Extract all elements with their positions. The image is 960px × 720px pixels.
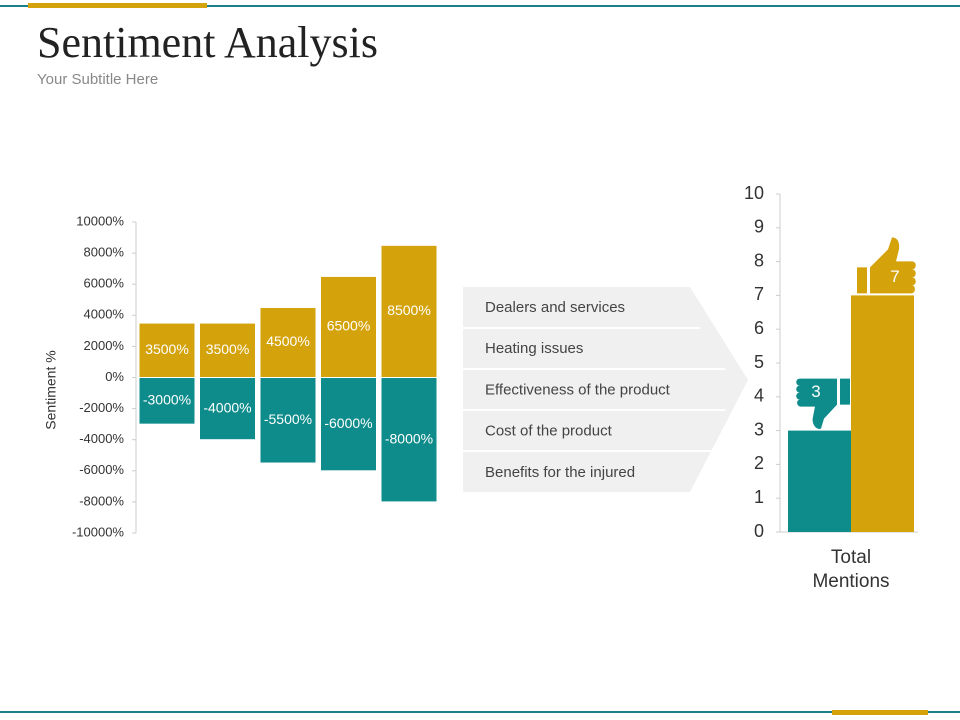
y-tick-label: -4000% [79, 431, 124, 446]
y-tick-label: 0% [105, 369, 124, 384]
list-item: Cost of the product [485, 423, 613, 440]
bar [259, 307, 317, 378]
bar [259, 377, 317, 464]
bar [199, 377, 256, 441]
data-label: 6500% [327, 318, 371, 334]
y-tick-label: -2000% [79, 400, 124, 415]
y-tick-label: -6000% [79, 462, 124, 477]
title: Sentiment Analysis [37, 18, 378, 67]
data-label: 8500% [387, 302, 431, 318]
top-accent [28, 3, 207, 8]
subtitle: Your Subtitle Here [37, 71, 158, 88]
data-label: -6000% [324, 415, 372, 431]
y-tick-label: 4000% [84, 307, 125, 322]
data-label: 7 [890, 267, 899, 286]
x-tick-label: Total Mentions [812, 547, 890, 592]
bar [320, 377, 377, 472]
y-tick-label: 3 [754, 419, 764, 439]
y-tick-label: 6 [754, 318, 764, 338]
bar [320, 275, 377, 378]
data-label: -4000% [203, 399, 251, 415]
y-tick-label: 9 [754, 217, 764, 237]
y-tick-label: -8000% [79, 493, 124, 508]
list-item: Dealers and services [485, 299, 625, 316]
data-label: -5500% [264, 411, 312, 427]
y-axis-label: Sentiment % [43, 350, 59, 429]
data-label: 3 [811, 382, 820, 401]
y-tick-label: 4 [754, 386, 764, 406]
bar [380, 377, 438, 503]
y-tick-label: 10000% [76, 213, 124, 228]
y-tick-label: 7 [754, 284, 764, 304]
thumb-down-icon [796, 378, 850, 429]
list-item: Effectiveness of the product [485, 381, 671, 398]
y-tick-label: 6000% [84, 276, 125, 291]
data-label: 3500% [206, 341, 250, 357]
y-tick-label: 8 [754, 250, 764, 270]
bar [138, 377, 196, 425]
y-tick-label: 8000% [84, 245, 125, 260]
y-tick-label: 10 [744, 183, 764, 203]
list-item: Benefits for the injured [485, 464, 635, 481]
y-tick-label: 2000% [84, 338, 125, 353]
data-label: -3000% [143, 392, 191, 408]
bar [138, 322, 196, 379]
y-tick-label: 0 [754, 521, 764, 541]
bar [380, 244, 438, 378]
y-tick-label: 2 [754, 453, 764, 473]
bar [851, 295, 914, 532]
list-separators [463, 327, 725, 452]
thumb-up-icon [857, 237, 916, 294]
list-item: Heating issues [485, 340, 583, 357]
y-tick-label: 5 [754, 352, 764, 372]
data-label: 3500% [145, 341, 189, 357]
data-label: -8000% [385, 430, 433, 446]
y-tick-label: 1 [754, 487, 764, 507]
bar [199, 322, 256, 379]
bottom-accent [832, 710, 928, 715]
data-label: 4500% [266, 333, 310, 349]
bar [788, 430, 851, 532]
list-arrow [463, 287, 748, 492]
y-tick-label: -10000% [72, 524, 124, 539]
